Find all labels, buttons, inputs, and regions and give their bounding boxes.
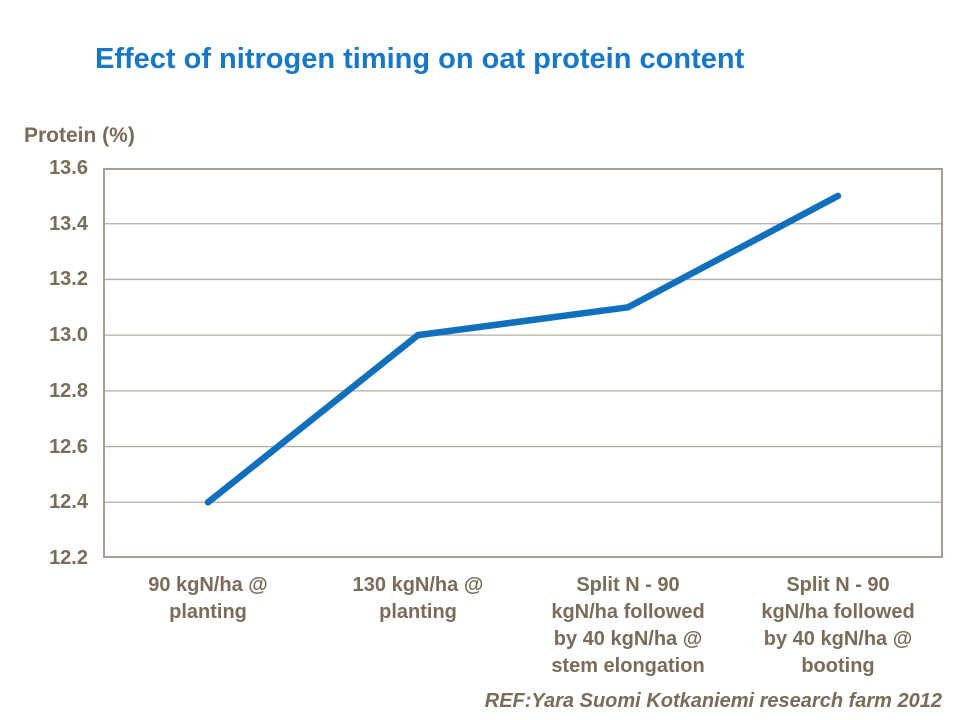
y-tick-label: 12.4 [49, 491, 88, 514]
y-tick-label: 13.0 [49, 324, 88, 347]
x-tick-label: 90 kgN/ha @ planting [148, 574, 268, 623]
y-tick-label: 13.2 [49, 268, 88, 291]
y-tick-label: 12.2 [49, 547, 88, 569]
plot-area [103, 168, 943, 558]
chart-title: Effect of nitrogen timing on oat protein… [95, 43, 745, 75]
data-line-series [204, 192, 842, 506]
y-tick-label: 13.6 [49, 157, 88, 179]
x-tick-label: Split N - 90 kgN/ha followed by 40 kgN/h… [761, 574, 915, 677]
x-tick-label: 130 kgN/ha @ planting [352, 574, 484, 623]
reference-note: REF:Yara Suomi Kotkaniemi research farm … [484, 690, 942, 712]
y-axis-title: Protein (%) [24, 124, 135, 147]
x-tick-label: Split N - 90 kgN/ha followed by 40 kgN/h… [551, 574, 705, 677]
y-tick-label: 13.4 [49, 212, 88, 235]
plot-border [103, 168, 943, 558]
y-tick-label: 12.8 [49, 379, 88, 402]
y-tick-label: 12.6 [49, 435, 88, 458]
